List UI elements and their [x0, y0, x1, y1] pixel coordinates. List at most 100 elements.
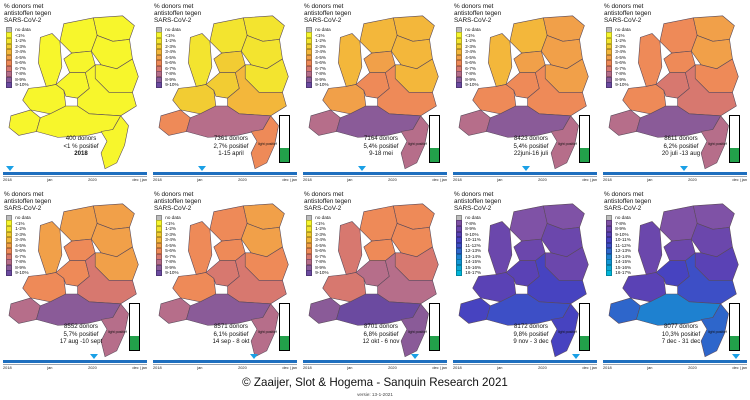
- panel-title-line: % donors met: [454, 191, 494, 198]
- province-region: [59, 17, 98, 54]
- legend-row: 7-8%: [306, 71, 331, 78]
- map-panel: % donors met antistoffen tegen SARS-CoV-2 n…: [301, 190, 449, 374]
- legend-label: 2-3%: [315, 231, 327, 237]
- positivity-gauge: [729, 303, 740, 351]
- legend-row: 9-10%: [156, 270, 181, 277]
- legend-swatch: [156, 26, 163, 33]
- timeline-labels: 2018 jan 2020 dec | jan: [453, 177, 597, 182]
- legend-swatch: [6, 214, 13, 221]
- legend-row: 7-8%: [6, 71, 31, 78]
- legend-swatch: [306, 82, 313, 89]
- legend-row: 3-4%: [6, 237, 31, 243]
- legend-label: no data: [615, 27, 631, 32]
- panel-stats: 8423 donors 5,4% positief 22juni-16 juli: [491, 135, 571, 158]
- gauge-fill: [580, 336, 589, 350]
- legend-swatch: [306, 214, 313, 221]
- legend-row: 10-11%: [606, 237, 631, 243]
- netherlands-map: [608, 15, 739, 170]
- map-grid: % donors met antistoffen tegen SARS-CoV-2 n…: [3, 3, 747, 374]
- legend-swatch: [156, 231, 163, 238]
- legend-row: <1%: [606, 32, 631, 39]
- province-region: [550, 303, 579, 358]
- legend-row: 7-8%: [456, 71, 481, 78]
- legend-swatch: [306, 220, 313, 227]
- panel-stats: 7164 donors 5,4% positief 9-18 mei: [341, 135, 421, 158]
- legend-swatch: [606, 32, 613, 39]
- legend-swatch: [456, 214, 463, 221]
- province-region: [38, 33, 63, 87]
- timeline-marker-icon: [411, 354, 419, 359]
- legend-swatch: [6, 253, 13, 260]
- timeline-track: [3, 363, 147, 366]
- panel-title-line: % donors met: [154, 3, 194, 10]
- donor-count: 8571 donors: [214, 323, 248, 330]
- legend-label: 11-12%: [615, 242, 631, 248]
- version-note: versie: 13-1-2021: [357, 392, 393, 397]
- legend-label: 4-5%: [165, 54, 177, 60]
- timeline-label: dec | jan: [582, 365, 597, 370]
- panel-title-line: antistoffen tegen: [604, 198, 652, 205]
- legend-label: 5-6%: [615, 60, 627, 66]
- legend-row: 9-10%: [306, 82, 331, 89]
- timeline-label: dec | jan: [132, 365, 147, 370]
- legend-row: 4-5%: [306, 54, 331, 61]
- legend-row: 8-9%: [456, 76, 481, 83]
- legend-swatch: [606, 43, 613, 50]
- period-label: 12 okt - 6 nov: [362, 338, 400, 346]
- legend-swatch: [456, 248, 463, 254]
- legend-row: 4-5%: [6, 54, 31, 61]
- timeline-track: [603, 175, 747, 178]
- netherlands-map: [608, 203, 739, 358]
- panel-title-line: antistoffen tegen: [4, 198, 52, 205]
- legend-swatch: [306, 264, 313, 271]
- legend-label: 7-8%: [315, 259, 327, 265]
- timeline-label: 2018: [603, 177, 612, 182]
- positive-rate: <1 % positief: [63, 142, 99, 150]
- panel-title-line: SARS-CoV-2: [4, 17, 42, 24]
- panel-stats: 8611 donors 6,2% positief 20 juli -13 aug: [641, 135, 721, 158]
- legend-row: no data: [306, 214, 331, 221]
- period-label: 20 juli -13 aug: [661, 150, 701, 158]
- legend-label: 11-12%: [465, 242, 481, 248]
- legend-label: 4-5%: [465, 54, 477, 60]
- legend-row: 9-10%: [6, 270, 31, 277]
- legend-swatch: [606, 65, 613, 72]
- legend-swatch: [456, 259, 463, 266]
- legend-label: 3-4%: [165, 237, 177, 243]
- province-region: [458, 109, 491, 136]
- legend-swatch: [306, 60, 313, 66]
- map-legend: no data <1% 1-2% 2-3% 3-4% 4-5% 5-6% 6-7% 7-8% 8-…: [156, 214, 181, 277]
- timeline-track: [453, 175, 597, 178]
- province-region: [188, 33, 213, 87]
- panel-title-line: SARS-CoV-2: [604, 205, 642, 212]
- map-legend: no data <1% 1-2% 2-3% 3-4% 4-5% 5-6% 6-7% 7-8% 8-…: [306, 214, 331, 277]
- legend-swatch: [606, 54, 613, 61]
- legend-swatch: [456, 264, 463, 271]
- legend-label: 2-3%: [315, 43, 327, 49]
- timeline-labels: 2018 jan 2020 dec | jan: [603, 365, 747, 370]
- legend-row: 5-6%: [456, 60, 481, 66]
- legend-label: 1-2%: [165, 38, 177, 44]
- panel-title: % donors met antistoffen tegen SARS-CoV-2: [604, 191, 651, 212]
- legend-row: 2-3%: [6, 43, 31, 50]
- legend-swatch: [306, 32, 313, 39]
- panel-title: % donors met antistoffen tegen SARS-CoV-2: [4, 191, 51, 212]
- legend-label: 5-6%: [15, 248, 27, 254]
- legend-swatch: [456, 37, 463, 44]
- panel-stats: 8552 donors 5,7% positief 17 aug -10 sept: [41, 323, 121, 346]
- timeline-bar: [603, 360, 747, 364]
- timeline-track: [153, 175, 297, 178]
- legend-label: no data: [315, 27, 331, 32]
- legend-row: 8-9%: [306, 76, 331, 83]
- legend-swatch: [606, 220, 613, 227]
- legend-row: 11-12%: [606, 242, 631, 249]
- legend-swatch: [456, 225, 463, 232]
- timeline-label: jan: [47, 177, 53, 182]
- legend-label: 9-10%: [15, 270, 29, 276]
- legend-label: no data: [165, 27, 181, 32]
- legend-row: no data: [6, 26, 31, 33]
- positive-rate: 5,4% positief: [363, 142, 399, 150]
- legend-label: 9-10%: [465, 231, 479, 237]
- legend-label: 7-8%: [465, 71, 477, 77]
- panel-title: % donors met antistoffen tegen SARS-CoV-2: [154, 191, 201, 212]
